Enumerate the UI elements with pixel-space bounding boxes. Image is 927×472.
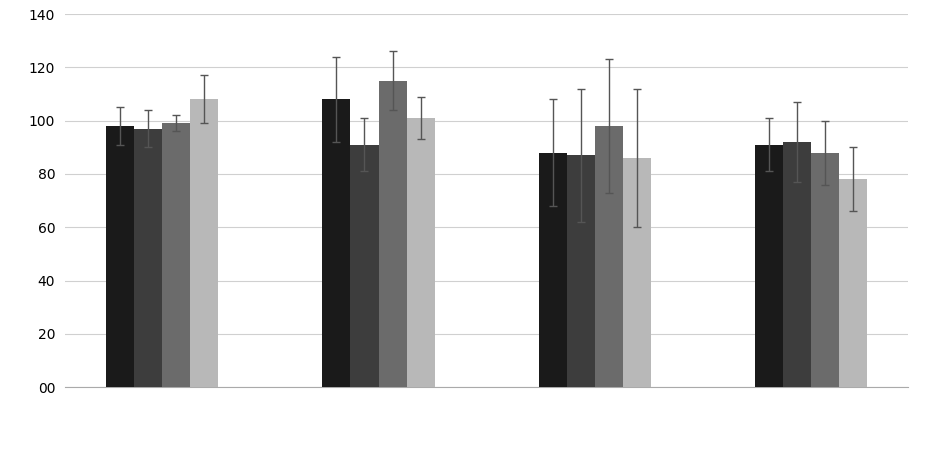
Bar [566, 155, 595, 387]
Bar [811, 152, 839, 387]
Bar [162, 123, 190, 387]
Bar [323, 100, 350, 387]
Bar [407, 118, 435, 387]
Bar [106, 126, 134, 387]
Bar [595, 126, 623, 387]
Bar [190, 100, 219, 387]
Bar [839, 179, 868, 387]
Bar [755, 145, 783, 387]
Bar [539, 152, 566, 387]
Bar [783, 142, 811, 387]
Bar [378, 81, 407, 387]
Bar [623, 158, 651, 387]
Bar [350, 145, 378, 387]
Bar [134, 129, 162, 387]
